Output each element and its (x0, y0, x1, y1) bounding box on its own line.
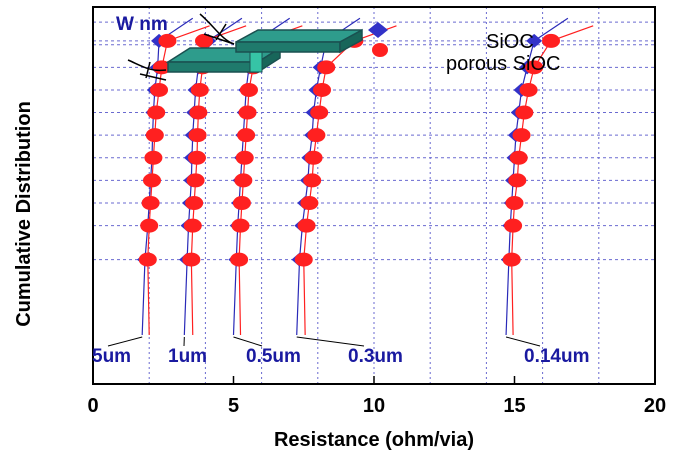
porous-point (509, 150, 528, 165)
porous-point (237, 128, 256, 143)
sioc-point (526, 33, 543, 48)
porous-point (317, 60, 336, 75)
group-label: 5um (92, 346, 131, 367)
porous-point (525, 60, 544, 75)
label-leader (107, 336, 143, 347)
porous-point (143, 173, 162, 188)
porous-point (144, 150, 163, 165)
porous-point (515, 105, 534, 120)
porous-point (310, 105, 329, 120)
porous-point (508, 173, 527, 188)
porous-point (232, 196, 251, 211)
porous-point (238, 105, 257, 120)
porous-point (150, 82, 169, 97)
porous-point (140, 218, 159, 233)
legend-label-porous: porous SiOC (446, 53, 561, 75)
porous-point (158, 33, 177, 48)
porous-point (190, 82, 209, 97)
porous-point (235, 150, 254, 165)
group-label: 0.14um (524, 346, 589, 367)
legend: SiOC porous SiOC (368, 22, 561, 75)
x-tick-label: 5 (228, 395, 239, 417)
x-tick-label: 10 (363, 395, 385, 417)
porous-point (239, 82, 258, 97)
porous-point (504, 218, 523, 233)
series-layer (136, 17, 594, 336)
porous-point (145, 128, 164, 143)
porous-point (512, 128, 531, 143)
group-label: 1um (168, 346, 207, 367)
porous-point (234, 173, 253, 188)
series-labels: 5um 1um 0.5um 0.3um 0.14um (92, 336, 589, 367)
porous-point (194, 33, 213, 48)
porous-point (147, 105, 166, 120)
tick-layer: 0 5 10 15 20 (87, 376, 666, 417)
porous-point (182, 252, 201, 267)
legend-marker-porous (372, 43, 388, 57)
inset-label: W nm (116, 14, 168, 35)
porous-point (300, 196, 319, 211)
x-tick-label: 0 (87, 395, 98, 417)
porous-point (542, 33, 561, 48)
porous-point (294, 252, 313, 267)
porous-point (502, 252, 521, 267)
porous-point (230, 252, 249, 267)
x-tick-label: 20 (644, 395, 666, 417)
porous-point (138, 252, 157, 267)
label-leader (505, 336, 541, 347)
porous-point (141, 196, 160, 211)
porous-point (307, 128, 326, 143)
porous-point (189, 105, 208, 120)
porous-point (188, 128, 207, 143)
via-schematic-icon (127, 13, 363, 81)
porous-point (313, 82, 332, 97)
porous-point (297, 218, 316, 233)
porous-point (185, 196, 204, 211)
group-label: 0.5um (246, 346, 301, 367)
label-leader (233, 336, 263, 347)
group-label: 0.3um (348, 346, 403, 367)
porous-point (505, 196, 524, 211)
legend-label-sioc: SiOC (486, 31, 534, 53)
y-axis-title: Cumulative Distribution (13, 101, 35, 327)
porous-point (303, 173, 322, 188)
legend-marker-sioc (368, 22, 388, 38)
x-axis-title: Resistance (ohm/via) (274, 429, 474, 451)
label-leader (296, 336, 365, 347)
porous-point (187, 150, 206, 165)
porous-point (519, 82, 538, 97)
porous-point (304, 150, 323, 165)
porous-point (183, 218, 202, 233)
porous-point (231, 218, 250, 233)
porous-point (186, 173, 205, 188)
x-tick-label: 15 (503, 395, 525, 417)
